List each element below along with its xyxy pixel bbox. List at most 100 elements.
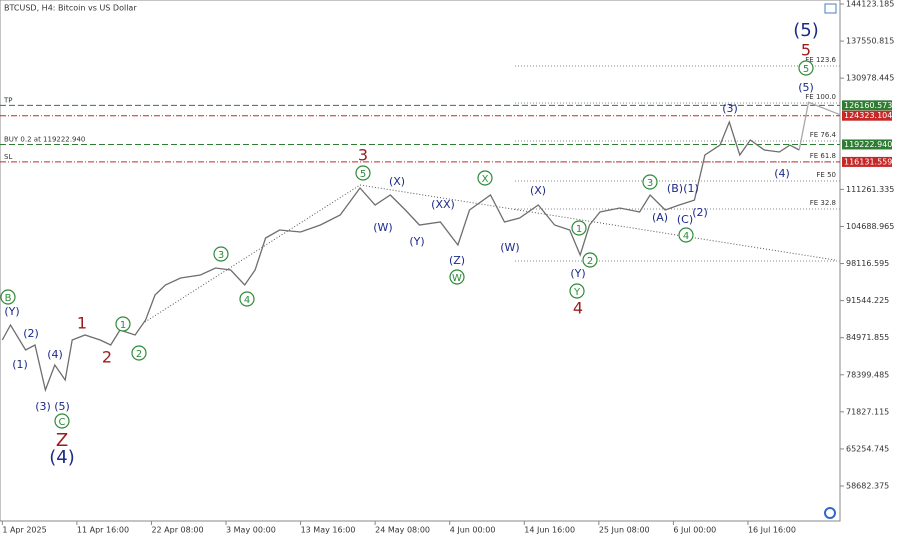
- order-price-box: [842, 156, 892, 167]
- x-tick-label: 1 Apr 2025: [2, 526, 46, 535]
- x-tick-label: 4 Jun 00:00: [450, 526, 496, 535]
- wave-label: (XX): [431, 198, 455, 211]
- y-tick-label: 98116.595: [846, 259, 889, 268]
- level-label: FE 123.6: [805, 56, 836, 64]
- level-label: FE 61.8: [810, 152, 836, 160]
- wave-label: (Y): [409, 235, 424, 248]
- wave-label: 5: [801, 41, 811, 60]
- wave-label: 4: [683, 231, 689, 242]
- y-tick-label: 58682.375: [846, 481, 889, 490]
- projection-line: [798, 101, 841, 151]
- icon[interactable]: [824, 3, 837, 14]
- wave-label: (Y): [570, 267, 585, 280]
- wave-label: (B): [667, 182, 683, 195]
- wave-label: (4): [49, 447, 75, 468]
- wave-label: Z: [56, 430, 68, 451]
- x-tick-label: 14 Jun 16:00: [524, 526, 575, 535]
- x-tick-label: 3 May 00:00: [226, 526, 276, 535]
- wave-label: (X): [389, 175, 405, 188]
- wave-label: 2: [587, 256, 593, 267]
- order-price-box: [842, 139, 892, 150]
- trend-line: [359, 184, 836, 261]
- wave-label: (4): [774, 167, 790, 180]
- y-tick-label: 91544.225: [846, 296, 889, 305]
- wave-circle: [642, 174, 658, 190]
- wave-circle: [678, 227, 694, 243]
- wave-label: 1: [120, 320, 126, 331]
- y-tick-label: 111261.335: [846, 185, 894, 194]
- y-tick-label: 144123.185: [846, 0, 894, 8]
- order-price-label: 124323.104: [844, 111, 892, 120]
- wave-label: W: [452, 273, 462, 284]
- y-tick-label: 71827.115: [846, 407, 889, 416]
- wave-label: (5): [793, 20, 819, 41]
- wave-label: (3): [35, 400, 51, 413]
- chart-title: BTCUSD, H4: Bitcoin vs US Dollar: [4, 4, 137, 13]
- wave-circle: [115, 316, 131, 332]
- y-tick-label: 84971.855: [846, 333, 889, 342]
- wave-label: 4: [244, 295, 250, 306]
- wave-label: (Y): [4, 305, 19, 318]
- wave-circle: [0, 289, 16, 305]
- wave-label: (W): [500, 241, 519, 254]
- x-tick-label: 24 May 08:00: [375, 526, 430, 535]
- wave-label: 3: [647, 178, 653, 189]
- wave-circle: [569, 283, 585, 299]
- y-tick-label: 104688.965: [846, 222, 894, 231]
- wave-label: (3): [722, 102, 738, 115]
- wave-label: C: [59, 417, 66, 428]
- order-price-box: [842, 110, 892, 121]
- wave-circle: [449, 269, 465, 285]
- wave-label: (2): [692, 206, 708, 219]
- order-price-label: 119222.940: [844, 140, 892, 149]
- wave-label: (X): [530, 184, 546, 197]
- order-price-label: 126160.573: [844, 101, 892, 110]
- wave-label: (5): [798, 81, 814, 94]
- y-tick-label: 137550.815: [846, 37, 894, 46]
- level-label: FE 100.0: [805, 93, 836, 101]
- wave-label: 5: [803, 64, 809, 75]
- wave-circle: [239, 291, 255, 307]
- wave-label: (Z): [449, 254, 465, 267]
- y-tick-label: 78399.485: [846, 370, 889, 379]
- order-label: BUY 0.2 at 119222.940: [4, 135, 85, 143]
- x-tick-label: 16 Jul 16:00: [748, 526, 796, 535]
- wave-circle: [582, 252, 598, 268]
- plot-area: [0, 0, 841, 522]
- order-price-box: [842, 100, 892, 111]
- order-label: SL: [4, 153, 12, 161]
- wave-circle: [213, 246, 229, 262]
- x-tick-label: 11 Apr 16:00: [77, 526, 129, 535]
- wave-circle: [131, 345, 147, 361]
- wave-label: 4: [573, 299, 583, 318]
- wave-circle: [54, 413, 70, 429]
- wave-label: Y: [573, 287, 581, 298]
- level-label: FE 76.4: [810, 131, 837, 139]
- wave-label: 3: [358, 146, 368, 165]
- y-tick-label: 130978.445: [846, 74, 894, 83]
- wave-label: (5): [54, 400, 70, 413]
- wave-label: B: [5, 293, 12, 304]
- trend-line: [144, 184, 361, 323]
- wave-label: (2): [23, 327, 39, 340]
- price-line: [1, 120, 800, 393]
- x-tick-label: 25 Jun 08:00: [599, 526, 650, 535]
- wave-label: (W): [373, 221, 392, 234]
- x-tick-label: 22 Apr 08:00: [151, 526, 203, 535]
- wave-label: (4): [47, 348, 63, 361]
- x-tick-label: 6 Jul 00:00: [673, 526, 716, 535]
- wave-label: X: [482, 174, 489, 185]
- level-label: FE 50: [816, 171, 836, 179]
- order-price-label: 116131.559: [844, 157, 892, 166]
- wave-label: 2: [136, 349, 142, 360]
- wave-circle: [355, 165, 371, 181]
- wave-label: 2: [102, 348, 112, 367]
- wave-circle: [477, 170, 493, 186]
- wave-label: (A): [652, 211, 668, 224]
- wave-label: 1: [77, 314, 87, 333]
- wave-label: 5: [360, 169, 366, 180]
- order-label: TP: [3, 96, 13, 104]
- icon[interactable]: [824, 507, 836, 519]
- y-tick-label: 65254.745: [846, 444, 889, 453]
